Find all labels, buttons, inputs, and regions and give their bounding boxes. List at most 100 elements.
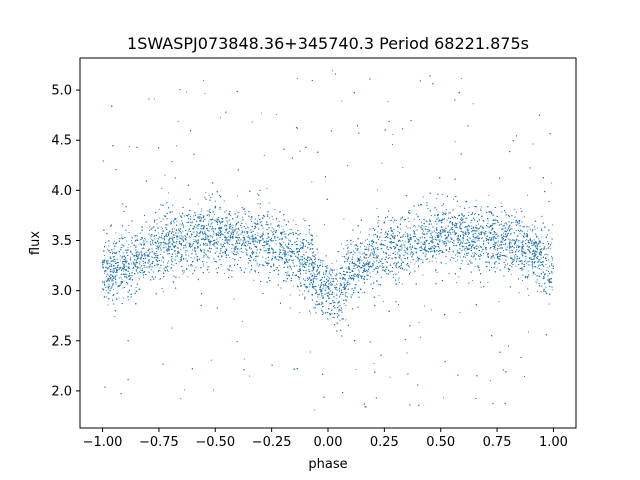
data-point [281, 246, 283, 248]
data-point [163, 214, 165, 217]
data-point [225, 229, 227, 231]
data-point [310, 263, 312, 265]
data-point [291, 229, 293, 231]
data-point [543, 283, 545, 285]
data-point [184, 235, 186, 237]
data-point [501, 233, 503, 236]
data-point [354, 276, 356, 278]
data-point [152, 250, 154, 252]
data-point [525, 233, 527, 235]
data-point [502, 225, 504, 227]
data-point [490, 257, 492, 260]
data-point [322, 271, 325, 273]
data-point [525, 258, 527, 260]
data-point [331, 263, 333, 265]
data-point [537, 259, 539, 261]
data-point [464, 226, 466, 228]
data-point [157, 232, 159, 234]
data-point [321, 294, 323, 296]
data-point [200, 248, 202, 250]
data-point [306, 279, 309, 281]
data-point [544, 282, 546, 284]
data-point [416, 237, 418, 239]
data-point [205, 192, 207, 194]
data-point [456, 239, 458, 241]
data-point [549, 246, 551, 248]
data-point [433, 238, 435, 241]
data-point [234, 225, 237, 227]
data-point [106, 289, 108, 292]
data-point [343, 248, 345, 250]
data-point [540, 290, 542, 293]
data-point [338, 306, 340, 308]
data-point [135, 286, 137, 288]
data-point [191, 249, 193, 251]
data-point [261, 234, 263, 236]
data-point [196, 232, 198, 234]
data-point [204, 242, 207, 244]
data-point [164, 174, 166, 176]
data-point [253, 279, 255, 281]
data-point [217, 231, 219, 233]
data-point [239, 240, 241, 242]
data-point [295, 244, 297, 246]
data-point [271, 231, 274, 233]
data-point [120, 247, 122, 249]
data-point [238, 229, 240, 231]
data-point [341, 274, 343, 276]
data-point [453, 243, 455, 245]
data-point [258, 241, 260, 243]
data-point [440, 236, 442, 238]
data-point [189, 215, 191, 217]
data-point [440, 234, 442, 236]
data-point [473, 236, 475, 238]
data-point [114, 316, 116, 318]
data-point [359, 274, 361, 276]
data-point [172, 270, 174, 272]
data-point [339, 295, 341, 297]
data-point [224, 231, 226, 233]
data-point [278, 265, 280, 267]
data-point [186, 237, 188, 239]
data-point [175, 256, 177, 258]
data-point [402, 244, 404, 246]
data-point [322, 263, 324, 265]
data-point [466, 217, 468, 219]
data-point [345, 258, 347, 260]
data-point [202, 237, 204, 239]
data-point [265, 258, 267, 260]
data-point [373, 234, 375, 236]
data-point [493, 257, 495, 259]
data-point [345, 295, 347, 297]
data-point [284, 231, 286, 233]
data-point [282, 229, 284, 231]
data-point [422, 243, 424, 245]
data-point [256, 264, 258, 266]
data-point [306, 257, 309, 259]
data-point [387, 235, 389, 237]
data-point [171, 211, 174, 213]
data-point [502, 240, 504, 242]
data-point [412, 225, 414, 227]
data-point [104, 255, 106, 257]
data-point [211, 244, 214, 246]
data-point [509, 250, 511, 252]
data-point [223, 272, 225, 274]
data-point [128, 146, 130, 148]
data-point [525, 262, 528, 264]
data-point [104, 280, 106, 282]
data-point [207, 223, 209, 225]
data-point [534, 228, 536, 230]
data-point [336, 260, 338, 262]
data-point [297, 234, 299, 236]
data-point [249, 271, 251, 273]
data-point [298, 278, 300, 280]
data-point [336, 293, 338, 295]
data-points [102, 70, 554, 411]
data-point [461, 222, 463, 224]
data-point [231, 248, 233, 250]
data-point [377, 284, 379, 286]
data-point [212, 228, 215, 230]
data-point [273, 252, 275, 254]
data-point [453, 224, 455, 226]
